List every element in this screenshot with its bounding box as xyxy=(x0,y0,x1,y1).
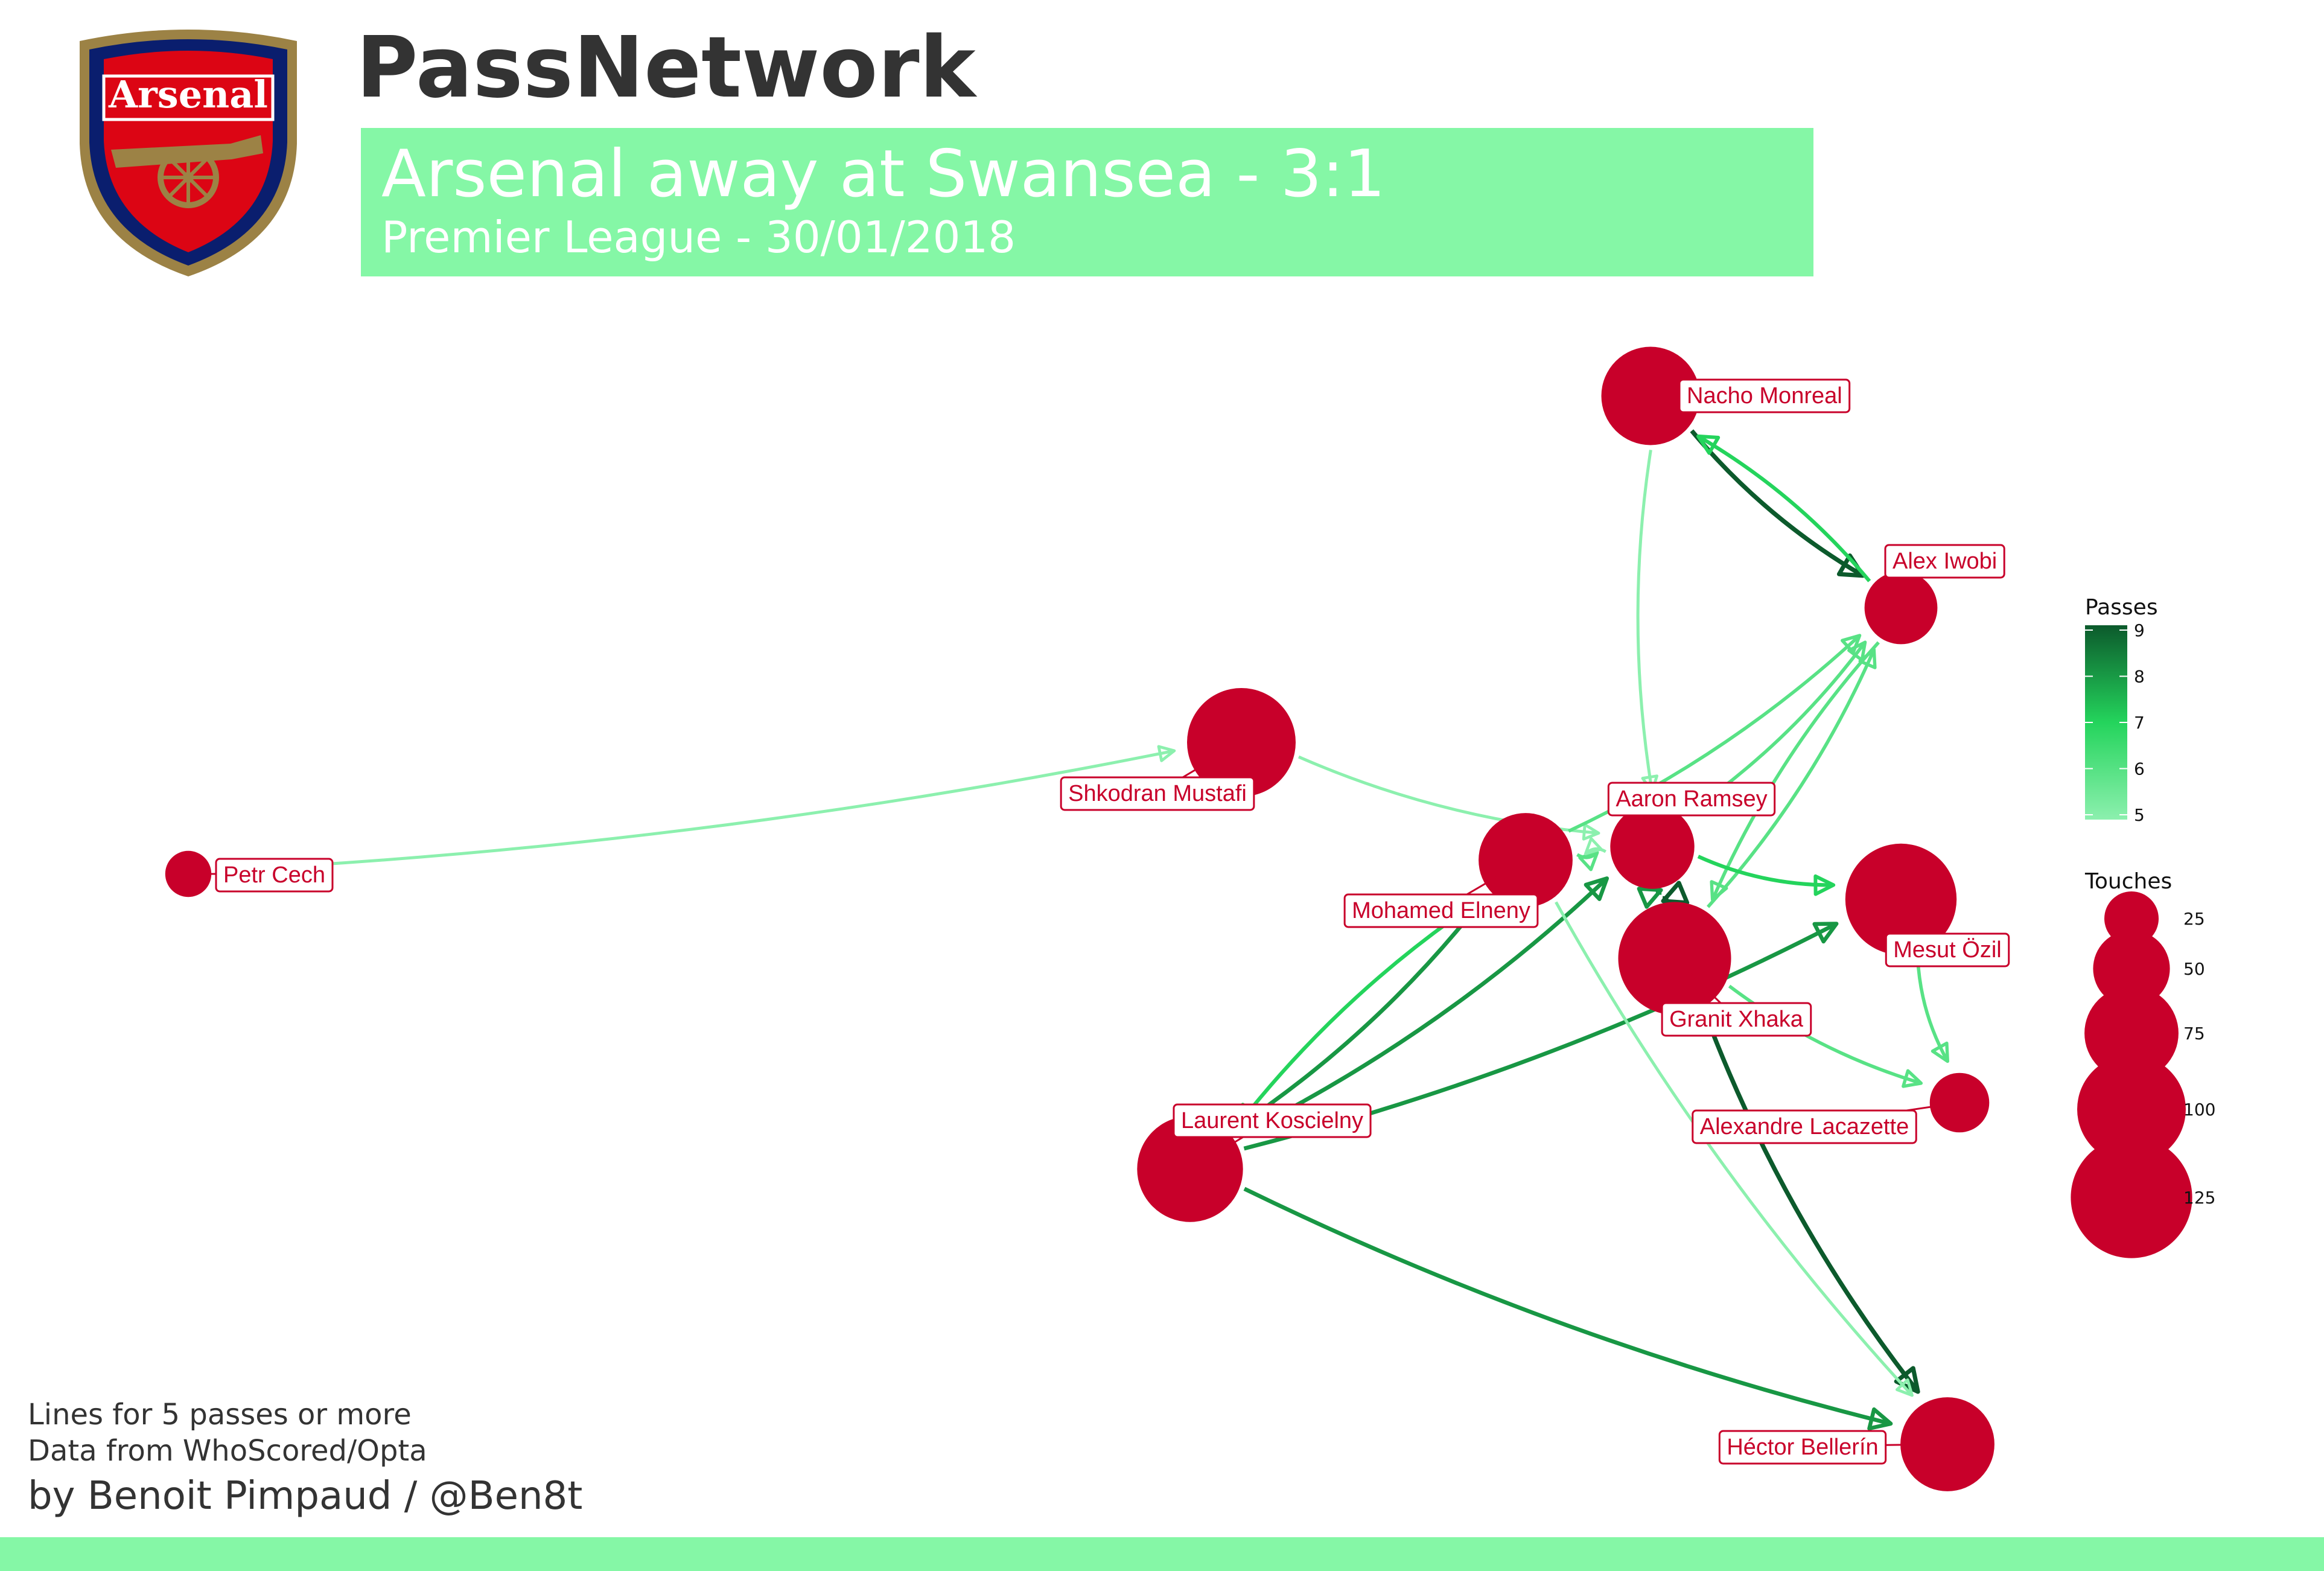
touches-tick-label: 50 xyxy=(2183,959,2205,979)
footer-note-source: Data from WhoScored/Opta xyxy=(28,1434,427,1468)
pass-edge-iwobi-monreal xyxy=(1696,434,1871,582)
player-name: Héctor Bellerín xyxy=(1727,1435,1878,1460)
pass-edge-monreal-iwobi xyxy=(1690,429,1865,578)
player-label-lacazette: Alexandre Lacazette xyxy=(1692,1101,1960,1144)
pass-edge-iwobi-xhaka xyxy=(1710,641,1880,902)
player-label-koscielny: Laurent Koscielny xyxy=(1173,1103,1372,1170)
player-label-xhaka: Granit Xhaka xyxy=(1661,957,1812,1037)
player-label-mustafi: Shkodran Mustafi xyxy=(1060,741,1255,811)
pass-edge-mustafi-ramsey xyxy=(1298,755,1600,841)
player-name: Petr Cech xyxy=(223,862,325,888)
footer-bar xyxy=(0,1537,2324,1571)
pass-edge-elneny-bellerin xyxy=(1555,901,1914,1397)
passes-legend: Passes 9 8 7 6 5 xyxy=(2085,595,2158,825)
touches-legend-dot xyxy=(2093,930,2170,1007)
touches-legend-dot xyxy=(2084,986,2179,1080)
pass-edge-monreal-ramsey xyxy=(1636,450,1659,793)
touches-legend-dot xyxy=(2071,1136,2192,1258)
passes-legend-title: Passes xyxy=(2085,595,2158,620)
pass-edge-xhaka-ramsey xyxy=(1661,881,1690,905)
match-title: Arsenal away at Swansea - 3:1 xyxy=(381,136,1386,212)
passes-tick-label: 9 xyxy=(2134,620,2145,640)
pass-edge-ramsey-xhaka xyxy=(1637,887,1663,909)
player-label-monreal: Nacho Monreal xyxy=(1650,378,1851,413)
footer-note-threshold: Lines for 5 passes or more xyxy=(28,1398,412,1432)
player-label-ozil: Mesut Özil xyxy=(1885,898,2010,967)
arsenal-crest-icon: Arsenal xyxy=(80,30,297,276)
pass-edge-koscielny-elneny xyxy=(1231,899,1483,1132)
player-label-bellerin: Héctor Bellerín xyxy=(1718,1430,1948,1465)
svg-text:Arsenal: Arsenal xyxy=(108,72,268,116)
player-name: Granit Xhaka xyxy=(1669,1007,1804,1032)
passes-tick-label: 8 xyxy=(2134,667,2145,687)
page-title: PassNetwork xyxy=(356,19,978,117)
touches-tick-label: 75 xyxy=(2183,1024,2205,1044)
pass-edge-xhaka-bellerin xyxy=(1702,1011,1920,1394)
player-name: Mesut Özil xyxy=(1893,937,2001,963)
passes-tick-label: 5 xyxy=(2134,805,2145,825)
touches-legend-title: Touches xyxy=(2084,869,2172,894)
pass-edge-koscielny-bellerin xyxy=(1243,1187,1893,1431)
player-label-ramsey: Aaron Ramsey xyxy=(1607,782,1776,847)
player-name: Mohamed Elneny xyxy=(1352,898,1530,923)
pass-edge-cech-mustafi xyxy=(215,745,1176,872)
player-name: Laurent Koscielny xyxy=(1181,1108,1363,1133)
passes-tick-label: 7 xyxy=(2134,713,2145,733)
pass-edge-xhaka-iwobi xyxy=(1707,648,1877,908)
player-name: Shkodran Mustafi xyxy=(1068,781,1247,806)
touches-tick-label: 100 xyxy=(2183,1100,2215,1120)
pass-edge-ramsey-elneny xyxy=(1584,837,1606,855)
player-labels: Petr Cech Shkodran Mustafi Nacho Monreal Al… xyxy=(188,378,2010,1465)
match-banner xyxy=(361,128,1813,276)
player-name: Alexandre Lacazette xyxy=(1700,1114,1909,1139)
player-label-elneny: Mohamed Elneny xyxy=(1343,859,1539,928)
touches-tick-label: 25 xyxy=(2183,909,2205,929)
pass-edge-ozil-lacazette xyxy=(1915,957,1949,1063)
match-competition: Premier League - 30/01/2018 xyxy=(381,212,1016,263)
passes-tick-label: 6 xyxy=(2134,759,2145,779)
player-nodes xyxy=(165,346,1995,1491)
touches-tick-label: 125 xyxy=(2183,1188,2215,1208)
player-label-cech: Petr Cech xyxy=(188,858,334,893)
player-name: Nacho Monreal xyxy=(1687,383,1842,409)
player-name: Aaron Ramsey xyxy=(1616,786,1767,812)
player-label-iwobi: Alex Iwobi xyxy=(1884,544,2005,608)
player-name: Alex Iwobi xyxy=(1893,549,1997,574)
touches-legend-dot xyxy=(2077,1055,2186,1164)
touches-legend: Touches 25 50 75 100 125 xyxy=(2071,869,2215,1258)
footer-credit: by Benoit Pimpaud / @Ben8t xyxy=(28,1474,582,1518)
pass-edge-ramsey-ozil xyxy=(1697,855,1836,896)
touches-legend-dot xyxy=(2104,891,2159,946)
